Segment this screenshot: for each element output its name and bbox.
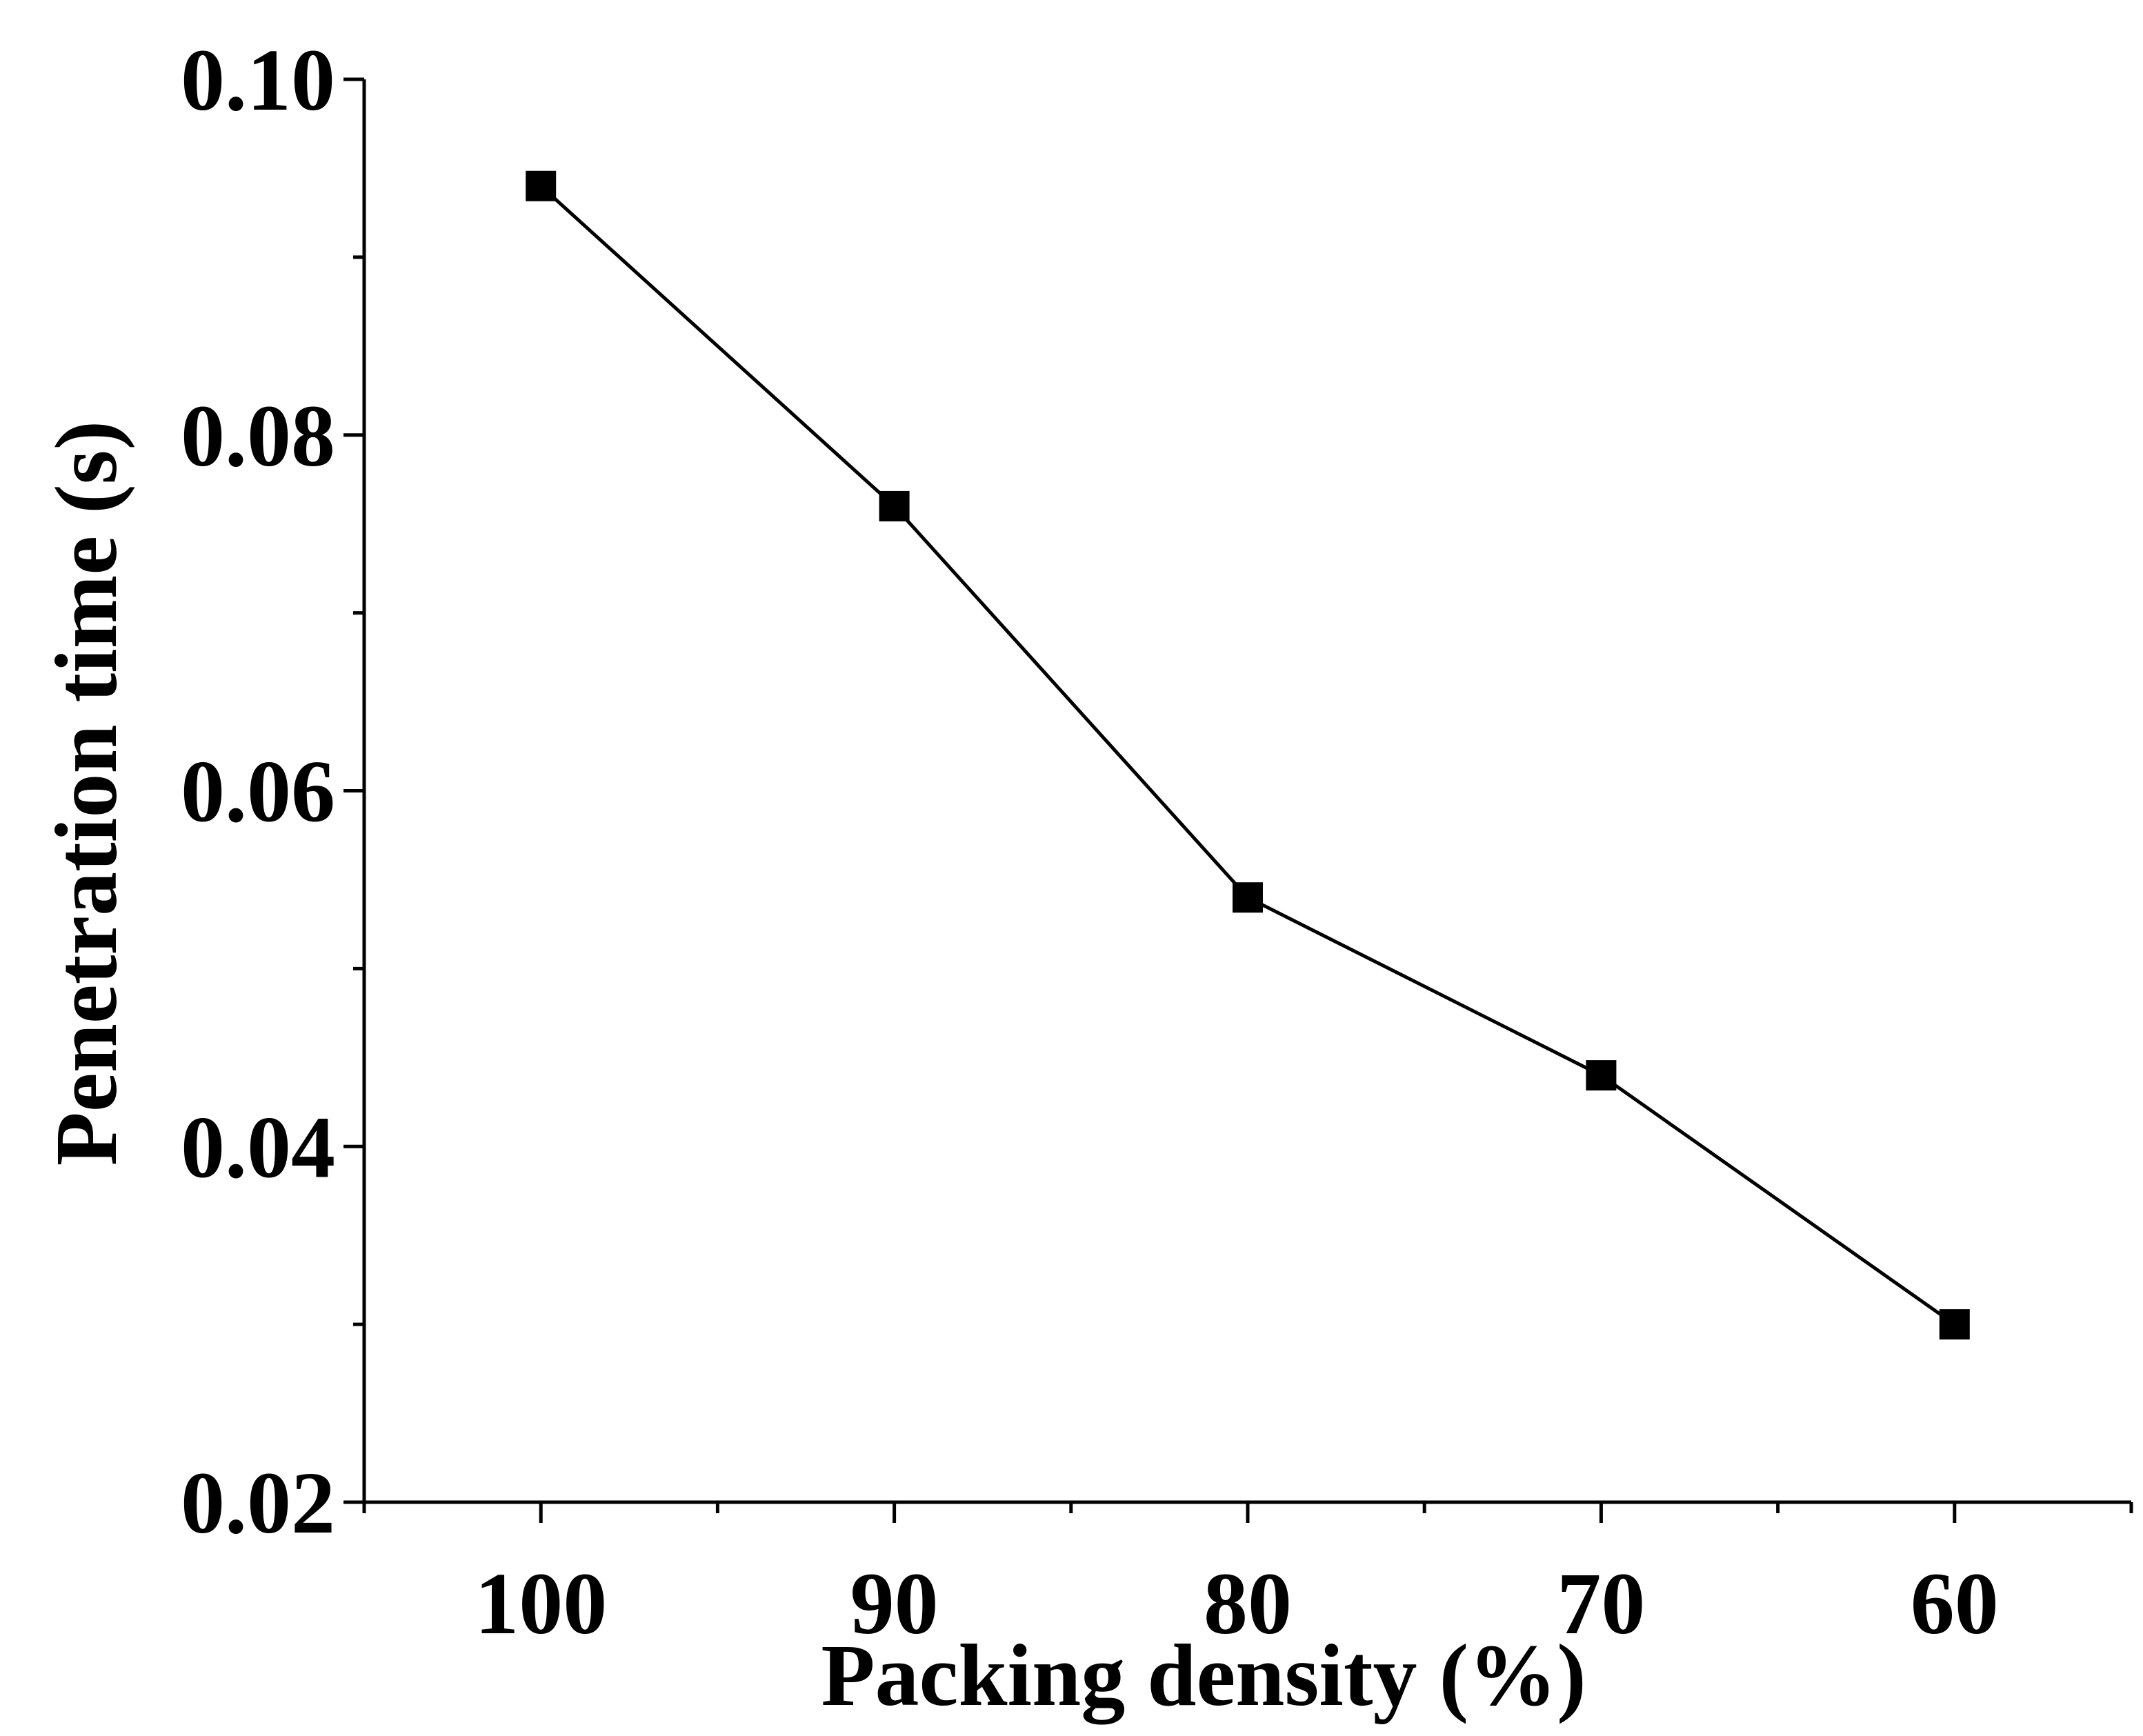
series-line	[539, 184, 1956, 1326]
y-axis-title: Penetration time (s)	[37, 421, 135, 1166]
tick-labels: 0.02 0.04 0.06 0.08 0.10 100 90 80 70 60	[181, 31, 1999, 1653]
data-point-marker	[1586, 1060, 1617, 1091]
y-tick-label: 0.08	[181, 387, 335, 485]
data-point-marker	[526, 170, 557, 201]
data-point-marker	[1939, 1309, 1970, 1340]
x-tick-label: 80	[1204, 1555, 1292, 1653]
y-tick-label: 0.02	[181, 1454, 335, 1552]
ticks	[343, 77, 2133, 1523]
x-tick-label: 100	[475, 1555, 607, 1653]
data-point-marker	[1233, 882, 1263, 913]
y-tick-label: 0.04	[181, 1098, 335, 1196]
data-point-marker	[879, 490, 910, 521]
axes	[362, 79, 2131, 1504]
x-tick-label: 70	[1557, 1555, 1645, 1653]
y-tick-label: 0.10	[181, 31, 335, 129]
x-tick-label: 60	[1911, 1555, 1999, 1653]
y-tick-label: 0.06	[181, 743, 335, 841]
x-axis-title: Packing density (%)	[821, 1626, 1586, 1724]
series	[526, 170, 1970, 1340]
x-tick-label: 90	[850, 1555, 939, 1653]
